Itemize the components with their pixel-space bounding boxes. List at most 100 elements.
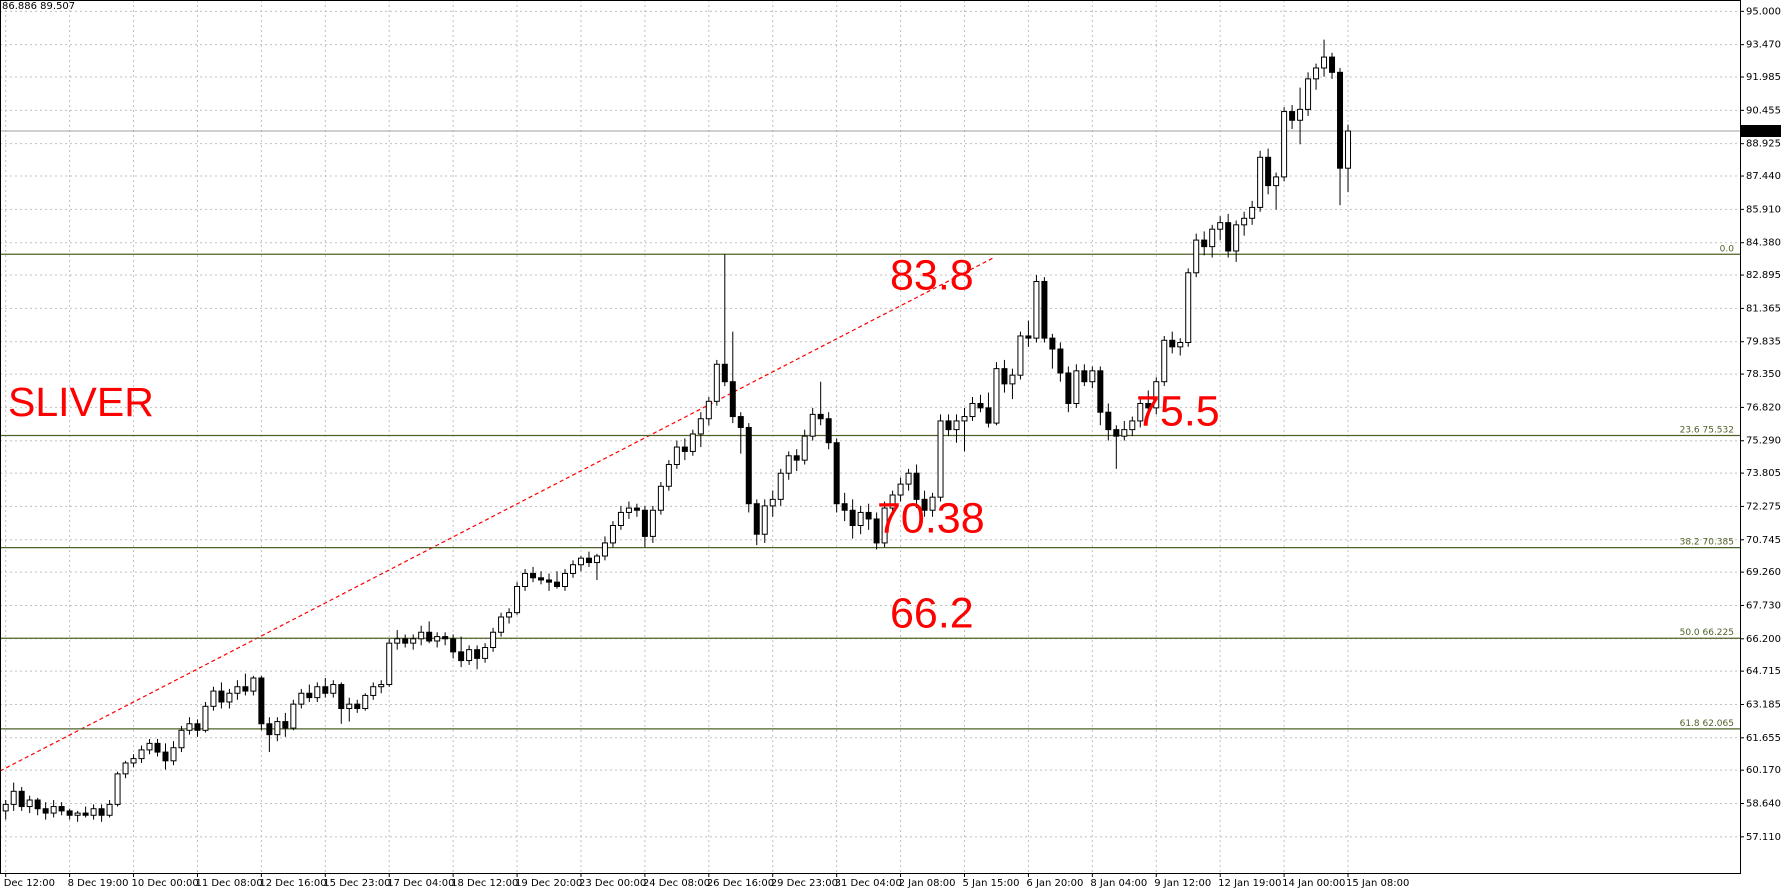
candle-body [713, 363, 720, 402]
candle-body [993, 368, 1000, 424]
candle-body [370, 686, 377, 696]
candle-body [130, 758, 137, 764]
candle-body [945, 420, 952, 431]
candle-body [210, 690, 217, 707]
candle-body [186, 723, 193, 731]
x-tick-label: 12 Jan 19:00 [1218, 878, 1281, 889]
candle-body [1129, 420, 1136, 431]
candle-body [450, 638, 457, 653]
candle-body [721, 363, 728, 383]
candle-body [913, 472, 920, 500]
candle-body [801, 435, 808, 461]
y-tick-label: 63.185 [1746, 699, 1781, 710]
candle-body [306, 692, 313, 699]
candle-body [1089, 370, 1096, 383]
candle-body [1209, 228, 1216, 248]
candle-body [705, 400, 712, 420]
plot-frame [0, 0, 1741, 874]
candle-body [1289, 111, 1296, 121]
y-tick-label: 64.715 [1746, 666, 1781, 677]
candle-body [729, 381, 736, 418]
x-tick-label: 11 Dec 08:00 [195, 878, 262, 889]
candle-body [218, 690, 225, 703]
candle-body [1153, 381, 1160, 409]
candle-body [362, 694, 369, 710]
candle-body [873, 518, 880, 544]
y-tick-label: 76.820 [1746, 402, 1781, 413]
y-tick-label: 84.380 [1746, 238, 1781, 249]
candle-body [146, 742, 153, 751]
candle-body [82, 812, 89, 816]
candle-body [1057, 348, 1064, 374]
y-tick-label: 90.455 [1746, 105, 1781, 116]
candle-body [178, 729, 185, 749]
candle-body [617, 511, 624, 526]
candle-body [929, 496, 936, 511]
candle-body [138, 749, 145, 760]
candle-body [522, 572, 529, 588]
candle-body [817, 413, 824, 420]
annotation: 66.2 [890, 589, 974, 637]
x-tick-label: 23 Dec 00:00 [579, 878, 646, 889]
candle-body [833, 442, 840, 505]
candle-body [569, 564, 576, 574]
candle-body [298, 692, 305, 705]
candle-body [290, 703, 297, 729]
candle-body [689, 433, 696, 452]
candle-body [538, 577, 545, 581]
candle-body [673, 446, 680, 465]
x-tick-label: 29 Dec 23:00 [771, 878, 838, 889]
candle-body [1081, 370, 1088, 383]
y-tick-label: 93.470 [1746, 40, 1781, 51]
candle-body [1265, 156, 1272, 187]
candle-body [154, 742, 161, 753]
y-tick-label: 87.440 [1746, 171, 1781, 182]
candle-body [426, 631, 433, 642]
candle-body [162, 751, 169, 762]
y-tick-label: 57.110 [1746, 832, 1781, 843]
candle-body [266, 723, 273, 736]
candle-body [90, 808, 97, 816]
y-tick-label: 85.910 [1746, 204, 1781, 215]
x-tick-label: 8 Jan 04:00 [1090, 878, 1147, 889]
candle-body [985, 407, 992, 424]
fib-label: 50.0 66.225 [1680, 628, 1734, 638]
candle-body [585, 557, 592, 564]
candle-body [258, 677, 265, 725]
candle-body [761, 505, 768, 535]
candle-body [1193, 239, 1200, 274]
candle-body [905, 472, 912, 485]
candle-body [809, 413, 816, 437]
annotation: SLIVER [8, 379, 154, 425]
candle-body [474, 649, 481, 659]
x-tick-label: 31 Dec 04:00 [835, 878, 902, 889]
candle-body [1217, 222, 1224, 230]
annotation: 83.8 [890, 251, 974, 299]
candle-body [857, 511, 864, 526]
y-tick-label: 58.640 [1746, 798, 1781, 809]
y-tick-label: 66.200 [1746, 634, 1781, 645]
candle-body [354, 703, 361, 710]
candle-body [745, 426, 752, 505]
candle-body [737, 416, 744, 428]
candle-body [314, 686, 321, 699]
fib-label: 61.8 62.065 [1680, 719, 1734, 729]
x-tick-label: 10 Dec 00:00 [132, 878, 199, 889]
candle-body [274, 721, 281, 736]
candle-body [386, 642, 393, 686]
candle-body [506, 612, 513, 618]
candle-body [657, 485, 664, 511]
candle-body [282, 721, 289, 729]
candle-body [1305, 78, 1312, 110]
candle-body [1017, 335, 1024, 376]
candle-body [498, 616, 505, 633]
y-tick-label: 67.730 [1746, 600, 1781, 611]
candle-body [697, 418, 704, 435]
candle-body [114, 773, 121, 805]
candle-body [881, 507, 888, 544]
candle-body [482, 647, 489, 659]
candle-body [1257, 156, 1264, 208]
y-tick-label: 91.985 [1746, 72, 1781, 83]
candle-body [466, 649, 473, 662]
candle-body [554, 581, 561, 588]
